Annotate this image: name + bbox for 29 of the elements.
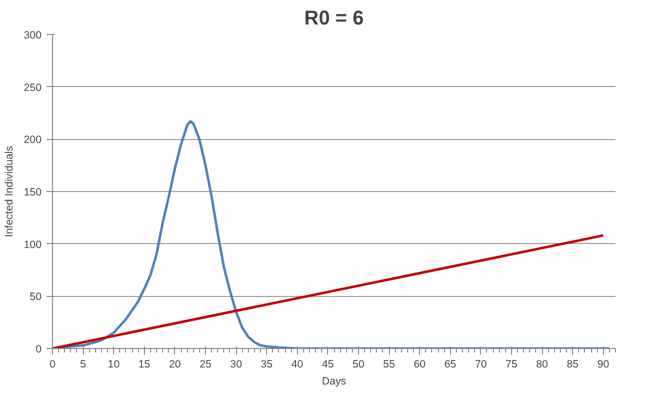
x-tick-label: 50	[352, 358, 364, 370]
y-tick-label: 50	[30, 291, 42, 304]
x-tick-label: 65	[444, 358, 456, 370]
x-tick-label: 80	[536, 358, 548, 370]
y-tick-label: 0	[36, 344, 42, 356]
x-tick-label: 5	[80, 358, 86, 370]
x-tick-label: 20	[168, 358, 181, 370]
y-axis-title: Infected Individuals	[4, 146, 16, 238]
y-tick-label: 200	[24, 134, 42, 146]
x-tick-label: 40	[291, 358, 304, 370]
x-tick-label: 85	[566, 358, 579, 370]
y-tick-label: 300	[24, 30, 42, 42]
y-tick-label: 100	[24, 238, 42, 251]
chart-title: R0 = 6	[304, 8, 364, 30]
x-tick-label: 25	[200, 358, 212, 370]
x-tick-label: 30	[230, 358, 242, 370]
x-tick-label: 90	[597, 358, 610, 370]
x-tick-label: 75	[506, 358, 518, 370]
x-axis-title: Days	[322, 376, 346, 388]
y-tick-label: 250	[24, 82, 42, 94]
x-tick-label: 15	[138, 358, 150, 370]
x-tick-label: 35	[260, 358, 273, 370]
x-tick-label: 60	[414, 358, 426, 370]
y-tick-label: 150	[24, 186, 42, 198]
x-tick-label: 55	[383, 358, 396, 370]
x-tick-label: 0	[50, 358, 56, 370]
x-tick-label: 45	[322, 358, 334, 370]
x-tick-label: 10	[108, 358, 120, 370]
x-tick-label: 70	[474, 358, 487, 370]
